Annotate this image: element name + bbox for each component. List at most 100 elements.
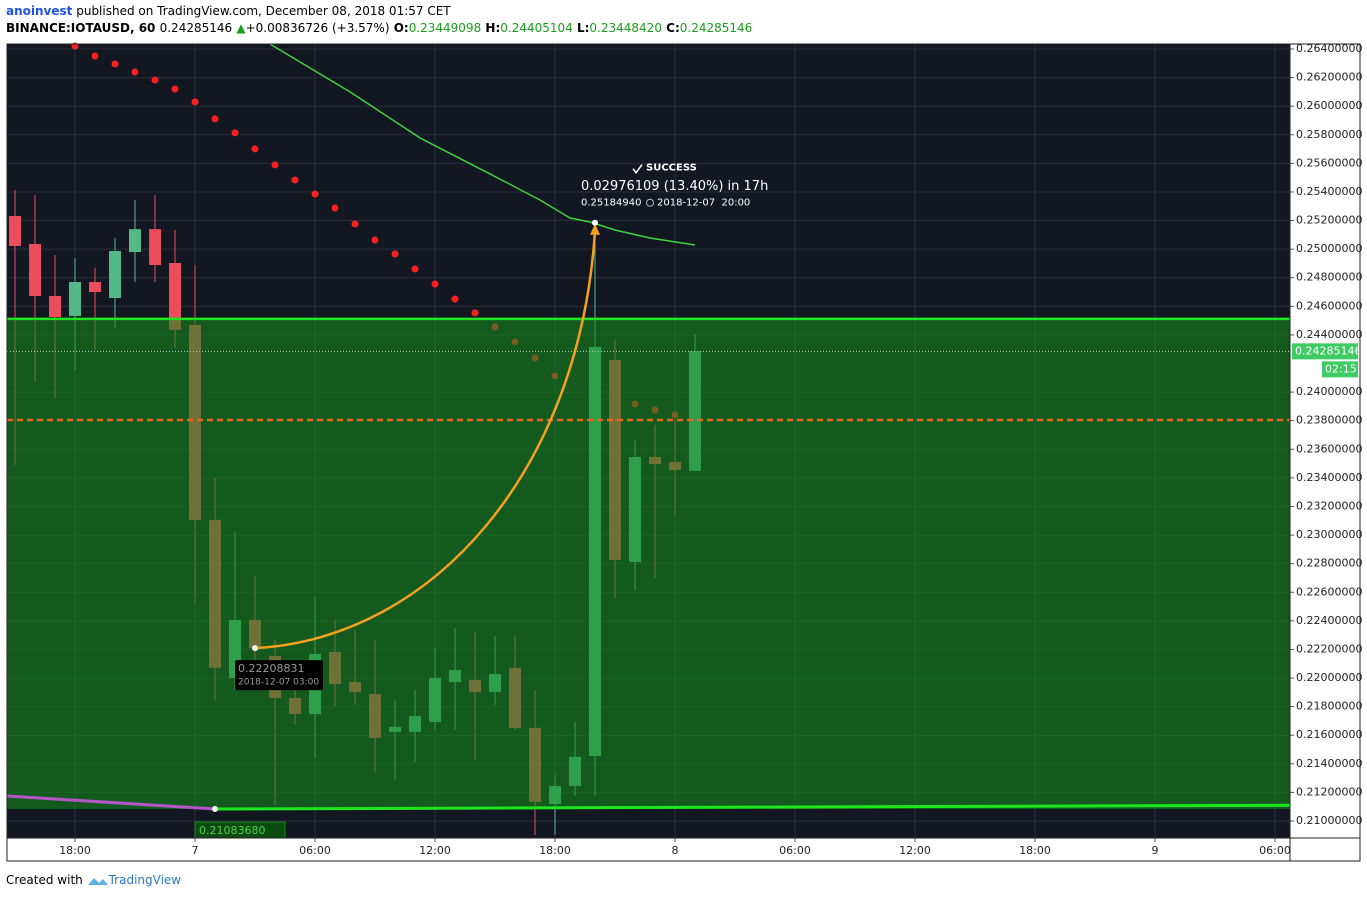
footer: Created with TradingView [6, 873, 181, 887]
y-tick-label: 0.26200000 [1296, 71, 1362, 84]
y-tick-label: 0.23800000 [1296, 414, 1362, 427]
sar-dot [131, 68, 139, 76]
arrow: ▲ [236, 21, 246, 35]
y-tick-label: 0.21600000 [1296, 728, 1362, 741]
y-tick-label: 0.24000000 [1296, 385, 1362, 398]
y-tick-label: 0.25400000 [1296, 185, 1362, 198]
y-tick-label: 0.25600000 [1296, 156, 1362, 169]
sar-dot [331, 204, 339, 212]
change: +0.00836726 (+3.57%) [245, 21, 390, 35]
sar-dot [351, 220, 359, 228]
x-tick-label: 06:00 [299, 844, 331, 857]
y-tick-label: 0.24800000 [1296, 271, 1362, 284]
sar-dot [391, 250, 399, 258]
projection-start [252, 645, 258, 652]
candle-body [29, 244, 41, 297]
candle-body [69, 282, 81, 317]
sar-dot [451, 295, 459, 303]
x-tick-label: 12:00 [419, 844, 451, 857]
y-tick-label: 0.21200000 [1296, 785, 1362, 798]
target-time: 2018-12-07 20:00 [657, 198, 750, 209]
y-tick-label: 0.26400000 [1296, 42, 1362, 55]
sar-dot [371, 236, 379, 244]
sar-dot [271, 161, 279, 169]
candle-body [9, 215, 21, 247]
candle-body [169, 263, 181, 330]
y-tick-label: 0.22200000 [1296, 642, 1362, 655]
sar-dot [431, 280, 439, 288]
y-tick-label: 0.21000000 [1296, 814, 1362, 827]
x-tick-label: 18:00 [1019, 844, 1051, 857]
zone [7, 318, 1290, 810]
header-line: BINANCE:IOTAUSD, 60 0.24285146 ▲+0.00836… [6, 21, 752, 35]
x-tick-label: 06:00 [779, 844, 811, 857]
moving-average [269, 43, 696, 246]
tooltip-time: 2018-12-07 03:00 [238, 678, 319, 688]
y-tick-label: 0.22400000 [1296, 614, 1362, 627]
sar-dot [171, 85, 179, 93]
x-tick-label: 9 [1152, 844, 1159, 857]
sar-dot [411, 265, 419, 273]
y-tick-label: 0.23600000 [1296, 442, 1362, 455]
x-tick-label: 06:00 [1259, 844, 1291, 857]
sar-dot [211, 115, 219, 123]
arrow-head [590, 223, 600, 235]
chart: SUCCESS 0.02976109 (13.40%) in 17h 0.25184… [6, 42, 1362, 862]
status: SUCCESS [646, 163, 697, 174]
y-tick-label: 0.26000000 [1296, 99, 1362, 112]
candle-body [89, 282, 101, 293]
support-label: 0.21083680 [199, 824, 265, 837]
support-line [214, 803, 1291, 811]
candle-body [149, 229, 161, 266]
sar-dot [91, 52, 99, 60]
y-tick-label: 0.25000000 [1296, 242, 1362, 255]
tooltip-box [235, 660, 323, 691]
sar-dot [191, 98, 199, 106]
y-tick-label: 0.25800000 [1296, 128, 1362, 141]
y-tick-label: 0.21800000 [1296, 700, 1362, 713]
low: 0.23448420 [589, 21, 662, 35]
brand[interactable]: TradingView [108, 873, 182, 887]
x-tick-label: 18:00 [539, 844, 571, 857]
tooltip-price: 0.22208831 [238, 662, 304, 675]
open: 0.23449098 [408, 21, 482, 35]
target-price: 0.25184940 [581, 198, 641, 209]
sar-dot [151, 76, 159, 84]
check-icon [632, 164, 643, 174]
support-start [212, 806, 218, 813]
countdown-box [1322, 361, 1358, 378]
x-tick-label: 8 [672, 844, 679, 857]
candle-body [129, 229, 141, 253]
close: 0.24285146 [679, 21, 753, 35]
y-tick-label: 0.22000000 [1296, 671, 1362, 684]
l-label: L: [576, 21, 590, 35]
x-tick-label: 7 [192, 844, 199, 857]
published: published on TradingView.com, December 0… [76, 4, 451, 18]
projection-end [592, 219, 598, 226]
sar-dot [311, 190, 319, 198]
sar-dot [231, 129, 239, 137]
frame [6, 43, 1361, 862]
y-tick-label: 0.22800000 [1296, 557, 1362, 570]
y-tick-label: 0.23000000 [1296, 528, 1362, 541]
o-label: O: [393, 21, 409, 35]
symbol: BINANCE:IOTAUSD, 60 [6, 21, 156, 35]
sar-dot [291, 176, 299, 184]
logo [87, 877, 108, 885]
header-line: anoinvest published on TradingView.com, … [6, 4, 451, 18]
x-tick-label: 12:00 [899, 844, 931, 857]
y-tick-label: 0.24400000 [1296, 328, 1362, 341]
y-tick-label: 0.21400000 [1296, 757, 1362, 770]
x-tick-label: 18:00 [59, 844, 91, 857]
y-tick-label: 0.22600000 [1296, 585, 1362, 598]
y-tick-label: 0.23200000 [1296, 499, 1362, 512]
candle-body [49, 296, 61, 318]
sar-dot [251, 145, 259, 153]
sar-dot [471, 309, 479, 317]
last-price-label: 0.24285146 [1295, 344, 1361, 357]
c-label: C: [666, 21, 680, 35]
projection-arrow [254, 230, 597, 650]
author[interactable]: anoinvest [6, 4, 73, 18]
high: 0.24405104 [500, 21, 573, 35]
